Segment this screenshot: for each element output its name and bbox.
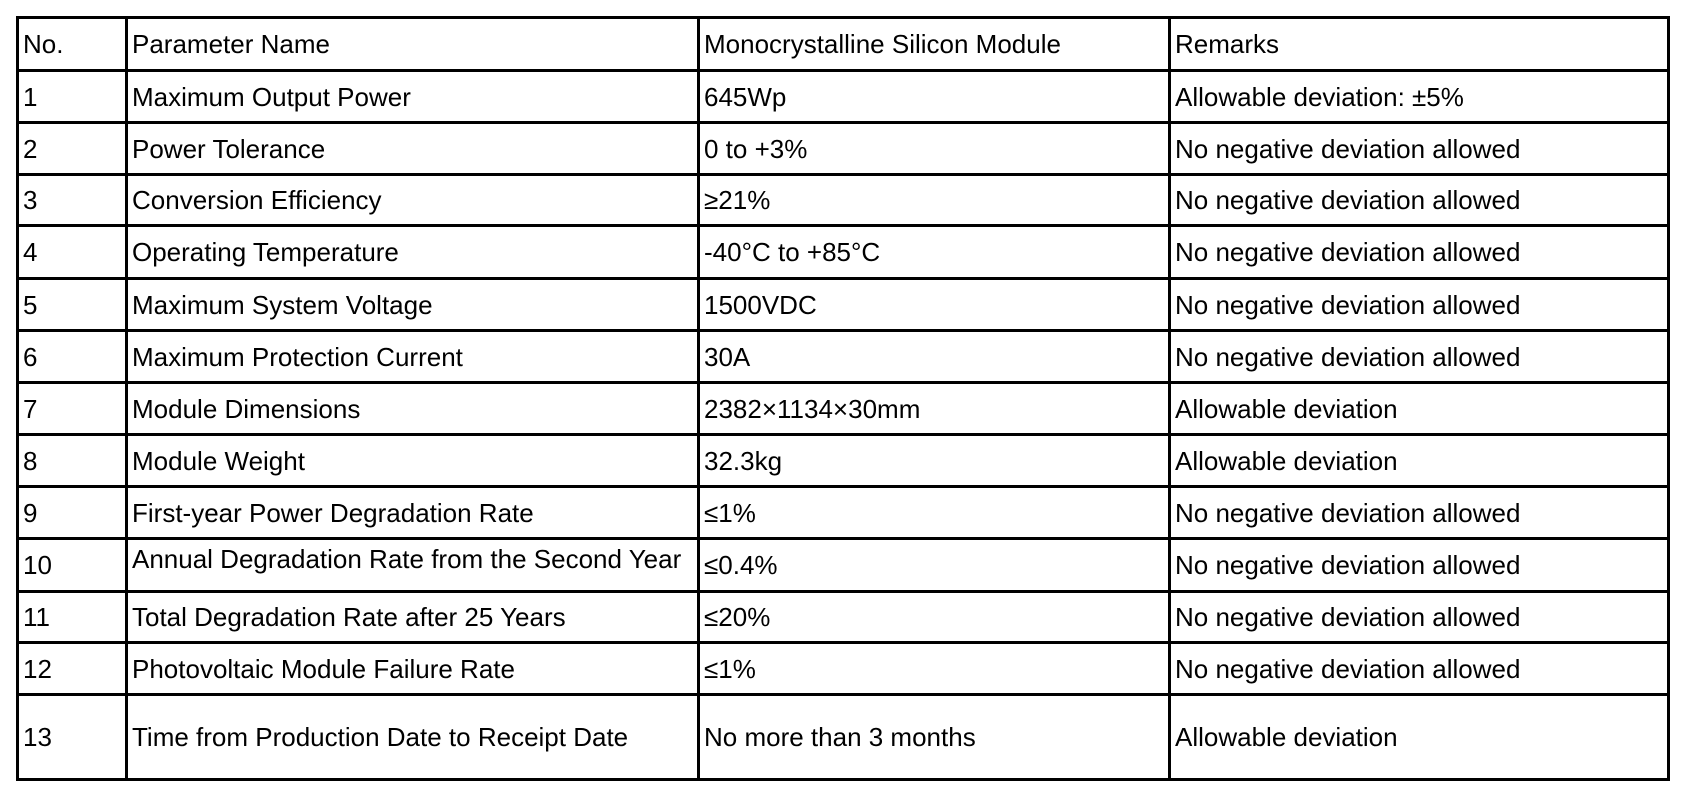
table-cell: 12: [16, 641, 128, 696]
table-cell: 645Wp: [697, 69, 1171, 124]
table-cell: Total Degradation Rate after 25 Years: [125, 590, 700, 644]
table-cell: 5: [16, 277, 128, 332]
table-cell: Module Weight: [125, 433, 700, 488]
table-row: 13 Time from Production Date to Receipt D…: [16, 693, 1670, 781]
table-cell: Photovoltaic Module Failure Rate: [125, 641, 700, 696]
table-cell: ≤1%: [697, 485, 1171, 540]
table-cell: No negative deviation allowed: [1168, 173, 1670, 227]
table-cell: 10: [16, 537, 128, 593]
table-cell: ≥21%: [697, 173, 1171, 227]
table-row: 8 Module Weight 32.3kg Allowable deviation: [16, 433, 1670, 488]
table-cell: Module Dimensions: [125, 381, 700, 436]
table-cell: 0 to +3%: [697, 121, 1171, 176]
table-cell: Allowable deviation: [1168, 433, 1670, 488]
table-cell: Allowable deviation: [1168, 381, 1670, 436]
table-cell: 4: [16, 224, 128, 280]
table-row: 4 Operating Temperature -40°C to +85°C No n…: [16, 224, 1670, 280]
header-cell: Remarks: [1168, 16, 1670, 72]
table-cell: -40°C to +85°C: [697, 224, 1171, 280]
table-cell: 1: [16, 69, 128, 124]
table-cell: No negative deviation allowed: [1168, 641, 1670, 696]
table-cell: Operating Temperature: [125, 224, 700, 280]
table-cell: 30A: [697, 329, 1171, 384]
table-cell: Annual Degradation Rate from the Second …: [125, 537, 700, 593]
table-cell: No negative deviation allowed: [1168, 537, 1670, 593]
table-cell: 9: [16, 485, 128, 540]
table-row: 5 Maximum System Voltage 1500VDC No negativ…: [16, 277, 1670, 332]
table-cell: 3: [16, 173, 128, 227]
table-cell: Allowable deviation: [1168, 693, 1670, 781]
table-cell: No negative deviation allowed: [1168, 121, 1670, 176]
table-cell: 11: [16, 590, 128, 644]
table-cell: Maximum Protection Current: [125, 329, 700, 384]
table-cell: 6: [16, 329, 128, 384]
header-cell: Monocrystalline Silicon Module: [697, 16, 1171, 72]
table-row: 2 Power Tolerance 0 to +3% No negative devi…: [16, 121, 1670, 176]
table-cell: 2: [16, 121, 128, 176]
table-cell: No negative deviation allowed: [1168, 329, 1670, 384]
table-row: 6 Maximum Protection Current 30A No negativ…: [16, 329, 1670, 384]
table-row: 7 Module Dimensions 2382×1134×30mm Allowabl…: [16, 381, 1670, 436]
table-row: 9 First-year Power Degradation Rate ≤1% No …: [16, 485, 1670, 540]
table-row: 11 Total Degradation Rate after 25 Years ≤…: [16, 590, 1670, 644]
table-row: 12 Photovoltaic Module Failure Rate ≤1% No …: [16, 641, 1670, 696]
table-cell: No negative deviation allowed: [1168, 485, 1670, 540]
table-cell: ≤1%: [697, 641, 1171, 696]
table-cell: Allowable deviation: ±5%: [1168, 69, 1670, 124]
table-cell: No negative deviation allowed: [1168, 590, 1670, 644]
table-cell: ≤0.4%: [697, 537, 1171, 593]
table-cell: 8: [16, 433, 128, 488]
table-cell: Maximum System Voltage: [125, 277, 700, 332]
table-cell: Maximum Output Power: [125, 69, 700, 124]
table-cell: 13: [16, 693, 128, 781]
table-cell: No negative deviation allowed: [1168, 277, 1670, 332]
spec-table: No. Parameter Name Monocrystalline Silicon…: [16, 16, 1670, 781]
table-cell: No negative deviation allowed: [1168, 224, 1670, 280]
table-row: 1 Maximum Output Power 645Wp Allowable devi…: [16, 69, 1670, 124]
table-cell: Power Tolerance: [125, 121, 700, 176]
table-cell: 2382×1134×30mm: [697, 381, 1171, 436]
table-cell: First-year Power Degradation Rate: [125, 485, 700, 540]
header-cell: No.: [16, 16, 128, 72]
table-cell: No more than 3 months: [697, 693, 1171, 781]
table-cell: 1500VDC: [697, 277, 1171, 332]
table-cell: Conversion Efficiency: [125, 173, 700, 227]
table-row: 3 Conversion Efficiency ≥21% No negative de…: [16, 173, 1670, 227]
header-cell: Parameter Name: [125, 16, 700, 72]
table-cell: Time from Production Date to Receipt Dat…: [125, 693, 700, 781]
table-cell: ≤20%: [697, 590, 1171, 644]
header-row: No. Parameter Name Monocrystalline Silicon…: [16, 16, 1670, 72]
table-cell: 7: [16, 381, 128, 436]
table-cell: 32.3kg: [697, 433, 1171, 488]
table-row: 10 Annual Degradation Rate from the Secon…: [16, 537, 1670, 593]
